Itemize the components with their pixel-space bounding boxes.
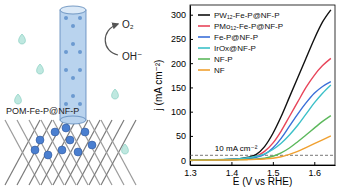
legend-swatch [198,36,210,38]
legend-swatch [198,47,210,49]
droplet [37,64,44,74]
legend-swatch [198,25,210,27]
legend: PW₁₂-Fe-P@NF-P PMo₁₂-Fe-P@NF-P Fe-P@NF-P Ir… [198,11,283,75]
nanoparticle [31,146,39,154]
y-axis: 0 50 100 150 200 250 300 [171,6,193,166]
schematic: O₂ OH⁻ POM-Fe-P@NF-P [5,6,142,185]
x-tick-label: 1.6 [309,168,322,178]
x-tick-mark [273,162,274,165]
nanorod-dot [64,50,68,54]
legend-label: PMo₁₂-Fe-P@NF-P [214,22,283,31]
y-tick-label: 300 [171,10,186,20]
nanoparticle [88,141,96,149]
y-axis-line [190,6,191,166]
y-tick-mark [190,39,193,40]
x-tick-label: 1.3 [184,168,197,178]
y-tick-label: 150 [171,83,186,93]
nanoparticle [58,146,66,154]
nanorod-dot [78,68,82,72]
y-tick-mark [190,87,193,88]
droplet [112,89,119,99]
y-tick-label: 100 [171,107,186,117]
y-tick-mark [190,63,193,64]
legend-swatch [198,58,210,60]
legend-label: Fe-P@NF-P [214,33,258,42]
nanorod-dot [78,50,82,54]
legend-label: IrOx@NF-P [214,44,256,53]
y-tick: 150 [171,83,193,93]
droplet [122,144,129,154]
droplet [19,34,26,44]
legend-label: NF [214,66,225,75]
nanoparticle [62,124,70,132]
droplet [15,94,22,104]
plot-area [190,10,335,160]
series-line [190,116,331,161]
y-tick-label: 250 [171,34,186,44]
y-tick-label: 50 [176,131,186,141]
y-tick-mark [190,112,193,113]
nanoparticle [74,148,82,156]
nanorod-dot [64,16,68,20]
legend-swatch [198,14,210,16]
y-tick: 300 [171,10,193,20]
annotation-label: 10 mA cm⁻² [215,144,258,153]
nanorod-bottom [60,116,86,124]
x-tick-mark [314,162,315,165]
series-line [190,10,331,160]
legend-label: PW₁₂-Fe-P@NF-P [214,11,279,20]
series-line [190,58,331,160]
nanorod-top [60,6,86,14]
nanorod-body [60,10,86,120]
nanorod-dot [78,16,82,20]
mesh-wire [101,120,136,185]
x-tick-mark [231,162,232,165]
x-tick: 1.6 [309,162,322,178]
legend-swatch [198,69,210,71]
mesh-wire [101,120,136,185]
nanorod-dot [71,94,75,98]
nanorod-dot [64,68,68,72]
reaction-arrow [105,24,118,55]
y-tick: 200 [171,59,193,69]
y-tick-mark [190,136,193,137]
legend-label: NF-P [214,55,233,64]
nanoparticle [66,136,74,144]
y-tick-label: 0 [181,156,186,166]
series-line [190,85,331,160]
schematic-label: OH⁻ [122,51,142,62]
x-axis-title: E (V vs RHE) [233,176,292,187]
mesh [5,120,136,185]
nanorod-dot [71,76,75,80]
y-tick: 100 [171,107,193,117]
series-line [190,136,331,160]
nanoparticle [81,128,89,136]
nanoparticle [36,136,44,144]
nanorod-dot [71,42,75,46]
nanoparticle [51,128,59,136]
schematic-label: O₂ [122,19,134,30]
y-tick-mark [190,15,193,16]
y-tick: 250 [171,34,193,44]
x-axis-line [191,165,336,166]
schematic-label: POM-Fe-P@NF-P [6,106,79,116]
y-tick-label: 200 [171,59,186,69]
plot-frame [190,5,335,165]
nanorod-dot [71,24,75,28]
nanoparticle [44,151,52,159]
y-tick: 50 [176,131,193,141]
y-axis-title: j (mA cm⁻²) [153,60,164,112]
figure: O₂OH⁻POM-Fe-P@NF-P1.31.41.51.60501001502… [0,0,339,189]
series-line [190,82,331,161]
